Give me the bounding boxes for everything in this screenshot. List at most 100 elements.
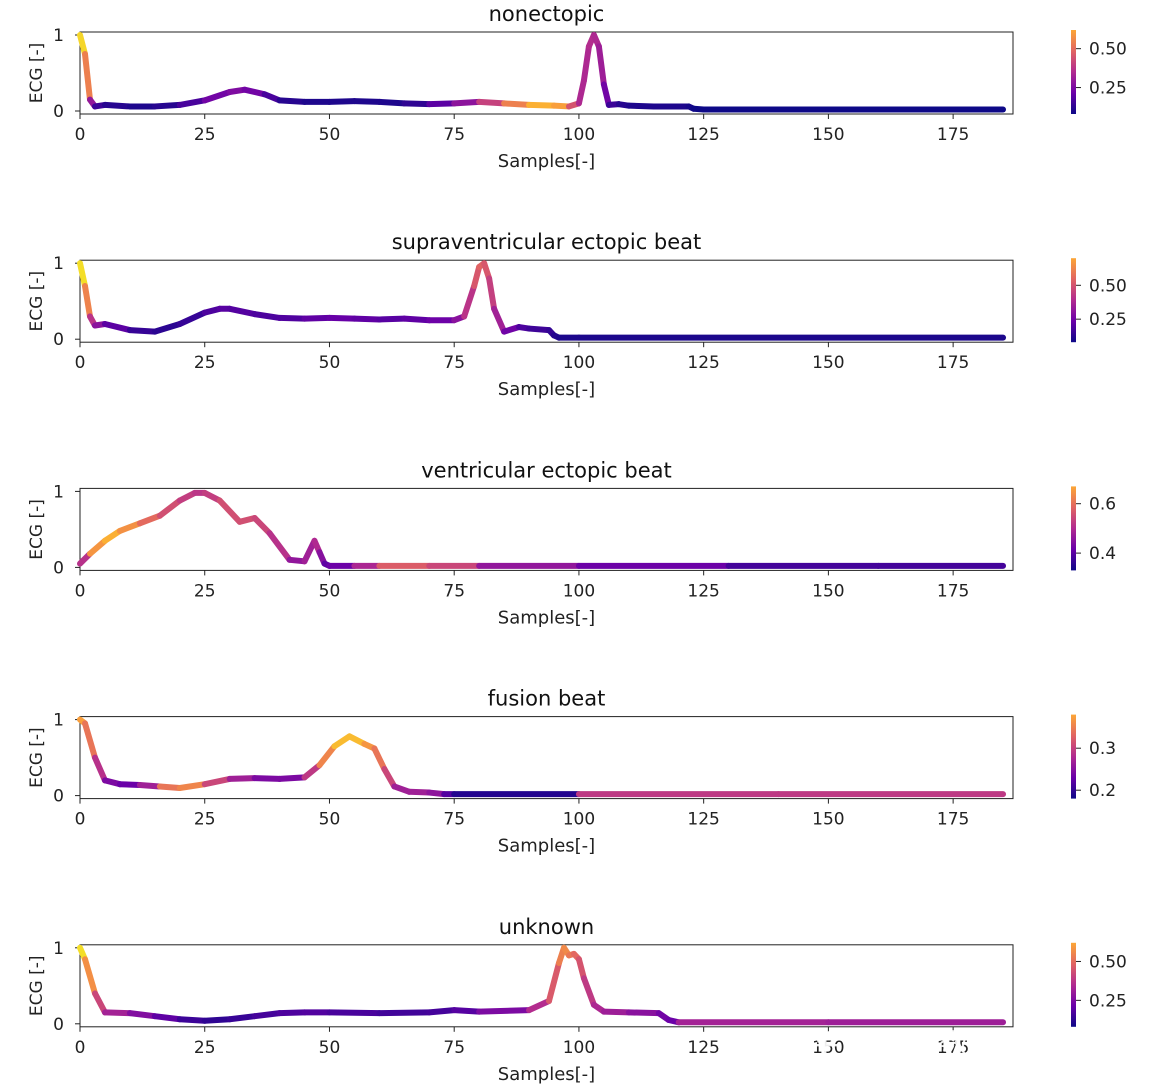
- x-axis-label: Samples[-]: [498, 1064, 595, 1085]
- series-segment: [486, 275, 498, 312]
- colorbar-tick-label: 0.50: [1089, 952, 1127, 972]
- series-segment: [401, 100, 433, 108]
- chart-title: unknown: [499, 915, 594, 939]
- x-tick-label: 50: [319, 810, 341, 830]
- series-segment: [176, 781, 208, 791]
- colorbar-tick-label: 0.50: [1089, 276, 1127, 296]
- series-segment: [326, 314, 358, 322]
- colorbar-tick-label: 0.4: [1089, 544, 1116, 564]
- colorbar-tick-label: 0.25: [1089, 79, 1127, 99]
- series-segment: [226, 775, 258, 782]
- x-tick-label: 50: [319, 1038, 341, 1058]
- x-tick-label: 0: [75, 810, 86, 830]
- series-segment: [381, 766, 398, 790]
- series-segment: [77, 260, 88, 289]
- chart-panel: ventricular ectopic beat 0 25 50 75 100 125 150…: [27, 458, 1116, 628]
- x-tick-label: 125: [687, 125, 719, 145]
- colorbar-tick-label: 0.6: [1089, 495, 1116, 515]
- series-segment: [101, 321, 133, 334]
- y-tick-label: 0: [53, 102, 64, 122]
- series-segment: [351, 98, 383, 105]
- series-segment: [241, 86, 268, 98]
- x-axis-label: Samples[-]: [498, 607, 595, 628]
- plot-frame: [79, 944, 1014, 1028]
- y-tick-label: 1: [53, 482, 64, 502]
- series-segment: [301, 762, 323, 781]
- y-axis-label: ECG [-]: [27, 43, 47, 104]
- series-segment: [151, 101, 183, 110]
- colorbar: [1071, 942, 1076, 1027]
- colorbar-tick-label: 0.25: [1089, 991, 1127, 1011]
- series-segment: [151, 321, 183, 335]
- series-segment: [276, 314, 308, 322]
- series-segment: [176, 1016, 208, 1024]
- series-segment: [151, 1013, 183, 1023]
- chart-title: fusion beat: [488, 687, 606, 711]
- plot-frame: [79, 259, 1014, 343]
- x-tick-label: 75: [443, 1038, 465, 1058]
- x-tick-label: 50: [319, 353, 341, 373]
- series-segment: [526, 325, 552, 334]
- x-tick-label: 125: [687, 581, 719, 601]
- colorbar: [1071, 714, 1076, 799]
- series-segment: [501, 100, 533, 108]
- chart-panel: supraventricular ectopic beat 0 25 50 75 100 1…: [27, 230, 1127, 400]
- series-segment: [326, 1009, 383, 1017]
- series-segment: [251, 775, 283, 782]
- series-segment: [216, 497, 243, 525]
- x-tick-label: 100: [563, 353, 595, 373]
- series-segment: [580, 975, 597, 1008]
- colorbar: [1071, 486, 1076, 571]
- series-segment: [426, 100, 458, 108]
- series-segment: [575, 77, 587, 107]
- chart-title: nonectopic: [489, 2, 605, 26]
- series-segment: [251, 515, 273, 537]
- series-segment: [201, 89, 233, 104]
- x-tick-label: 0: [75, 1038, 86, 1058]
- x-tick-label: 100: [563, 125, 595, 145]
- x-tick-label: 25: [194, 810, 216, 830]
- x-tick-label: 175: [937, 353, 969, 373]
- series-segment: [316, 743, 338, 769]
- x-tick-label: 0: [75, 581, 86, 601]
- watermark-text: 知乎 @拓端数据部落: [780, 1028, 1060, 1063]
- series-segment: [625, 102, 657, 110]
- series-segment: [91, 754, 108, 784]
- ecg-series: [77, 716, 1007, 798]
- series-segment: [201, 1016, 233, 1024]
- plot-frame: [79, 31, 1014, 115]
- x-tick-label: 75: [443, 125, 465, 145]
- ecg-series: [77, 32, 1007, 113]
- series-segment: [116, 520, 143, 534]
- series-segment: [101, 1009, 133, 1017]
- ecg-series: [77, 944, 1007, 1026]
- series-segment: [545, 960, 562, 1004]
- series-segment: [276, 774, 308, 782]
- series-segment: [81, 720, 98, 761]
- y-tick-label: 1: [53, 26, 64, 46]
- series-segment: [426, 1007, 458, 1016]
- y-tick-label: 0: [53, 330, 64, 350]
- x-tick-label: 150: [812, 810, 844, 830]
- x-tick-label: 175: [937, 581, 969, 601]
- y-tick-label: 1: [53, 254, 64, 274]
- colorbar-tick-label: 0.50: [1089, 40, 1127, 60]
- y-tick-label: 0: [53, 558, 64, 578]
- series-segment: [595, 43, 607, 88]
- x-tick-label: 125: [687, 353, 719, 373]
- series-segment: [226, 1013, 258, 1023]
- x-tick-label: 25: [194, 125, 216, 145]
- x-tick-label: 75: [443, 581, 465, 601]
- ecg-series: [77, 260, 1007, 341]
- series-segment: [600, 1008, 632, 1016]
- series-segment: [251, 1010, 283, 1020]
- series-segment: [491, 305, 508, 335]
- series-segment: [91, 990, 108, 1016]
- plot-frame: [79, 716, 1014, 800]
- x-tick-label: 25: [194, 1038, 216, 1058]
- x-tick-label: 150: [812, 125, 844, 145]
- series-segment: [226, 305, 258, 318]
- chart-title: ventricular ectopic beat: [421, 458, 672, 482]
- colorbar-tick-label: 0.2: [1089, 781, 1116, 801]
